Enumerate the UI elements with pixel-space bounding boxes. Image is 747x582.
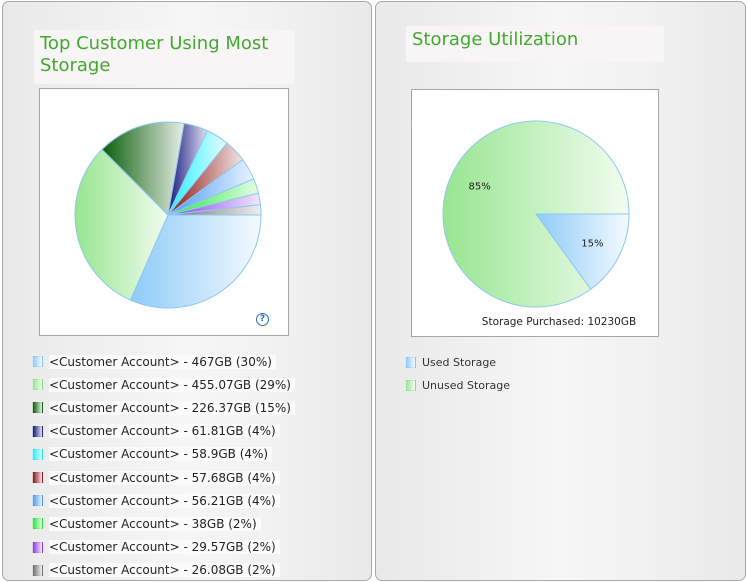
pie-chart-svg: 15% 85% [442, 120, 630, 308]
legend-label: <Customer Account> - 56.21GB (4%) [49, 493, 280, 508]
chart-legend: Used Storage Unused Storage [405, 351, 510, 397]
legend-label: <Customer Account> - 26.08GB (2%) [49, 563, 280, 578]
legend-label: <Customer Account> - 455.07GB (29%) [49, 377, 295, 392]
legend-item: <Customer Account> - 58.9GB (4%) [32, 443, 295, 466]
legend-label: <Customer Account> - 29.57GB (2%) [49, 540, 280, 555]
panel-title: Top Customer Using Most Storage [34, 30, 294, 84]
legend-item: <Customer Account> - 61.81GB (4%) [32, 420, 295, 443]
storage-purchased-label: Storage Purchased: 10230GB [481, 316, 637, 328]
chart-legend: <Customer Account> - 467GB (30%) <Custome… [32, 350, 295, 582]
legend-swatch [32, 402, 43, 414]
legend-item: <Customer Account> - 38GB (2%) [32, 512, 295, 535]
pie-slice[interactable] [74, 148, 169, 301]
legend-swatch [32, 495, 43, 507]
legend-swatch [405, 357, 416, 368]
legend-swatch [32, 472, 43, 484]
top-customers-panel: Top Customer Using Most Storage ? <Custo… [2, 1, 372, 581]
pie-slice[interactable] [442, 120, 630, 308]
pie-slice[interactable] [101, 121, 185, 217]
pie-data-label: 85% [469, 181, 491, 192]
pie-data-label: 15% [581, 239, 603, 250]
legend-swatch [32, 518, 43, 530]
pie-slice[interactable] [535, 213, 630, 290]
legend-item: <Customer Account> - 29.57GB (2%) [32, 536, 295, 559]
legend-item: Unused Storage [405, 374, 510, 397]
legend-label: <Customer Account> - 57.68GB (4%) [49, 470, 280, 485]
legend-label: <Customer Account> - 226.37GB (15%) [49, 400, 295, 415]
legend-item: Used Storage [405, 351, 510, 374]
legend-swatch [32, 541, 43, 553]
legend-item: <Customer Account> - 26.08GB (2%) [32, 559, 295, 582]
legend-label: <Customer Account> - 467GB (30%) [49, 354, 276, 369]
legend-item: <Customer Account> - 226.37GB (15%) [32, 396, 295, 419]
panel-title: Storage Utilization [406, 26, 664, 62]
pie-chart-svg [74, 121, 262, 309]
legend-label: <Customer Account> - 58.9GB (4%) [49, 447, 273, 462]
legend-item: <Customer Account> - 467GB (30%) [32, 350, 295, 373]
legend-label: <Customer Account> - 61.81GB (4%) [49, 424, 280, 439]
legend-swatch [32, 564, 43, 576]
legend-swatch [32, 379, 43, 391]
legend-item: <Customer Account> - 56.21GB (4%) [32, 489, 295, 512]
pie-slice[interactable] [167, 204, 262, 216]
legend-label: Unused Storage [422, 379, 511, 392]
legend-swatch [32, 425, 43, 437]
legend-swatch [32, 356, 43, 368]
help-icon[interactable]: ? [256, 313, 269, 326]
legend-label: Used Storage [422, 356, 497, 369]
pie-slice[interactable] [129, 214, 262, 309]
legend-item: <Customer Account> - 57.68GB (4%) [32, 466, 295, 489]
legend-swatch [32, 448, 43, 460]
legend-item: <Customer Account> - 455.07GB (29%) [32, 373, 295, 396]
storage-utilization-pie-chart: 15% 85% Storage Purchased: 10230GB [411, 89, 659, 337]
legend-label: <Customer Account> - 38GB (2%) [49, 516, 261, 531]
legend-swatch [405, 380, 416, 391]
storage-utilization-panel: Storage Utilization 15% 85% Storage Purch… [375, 1, 746, 581]
top-customers-pie-chart: ? [39, 88, 289, 336]
